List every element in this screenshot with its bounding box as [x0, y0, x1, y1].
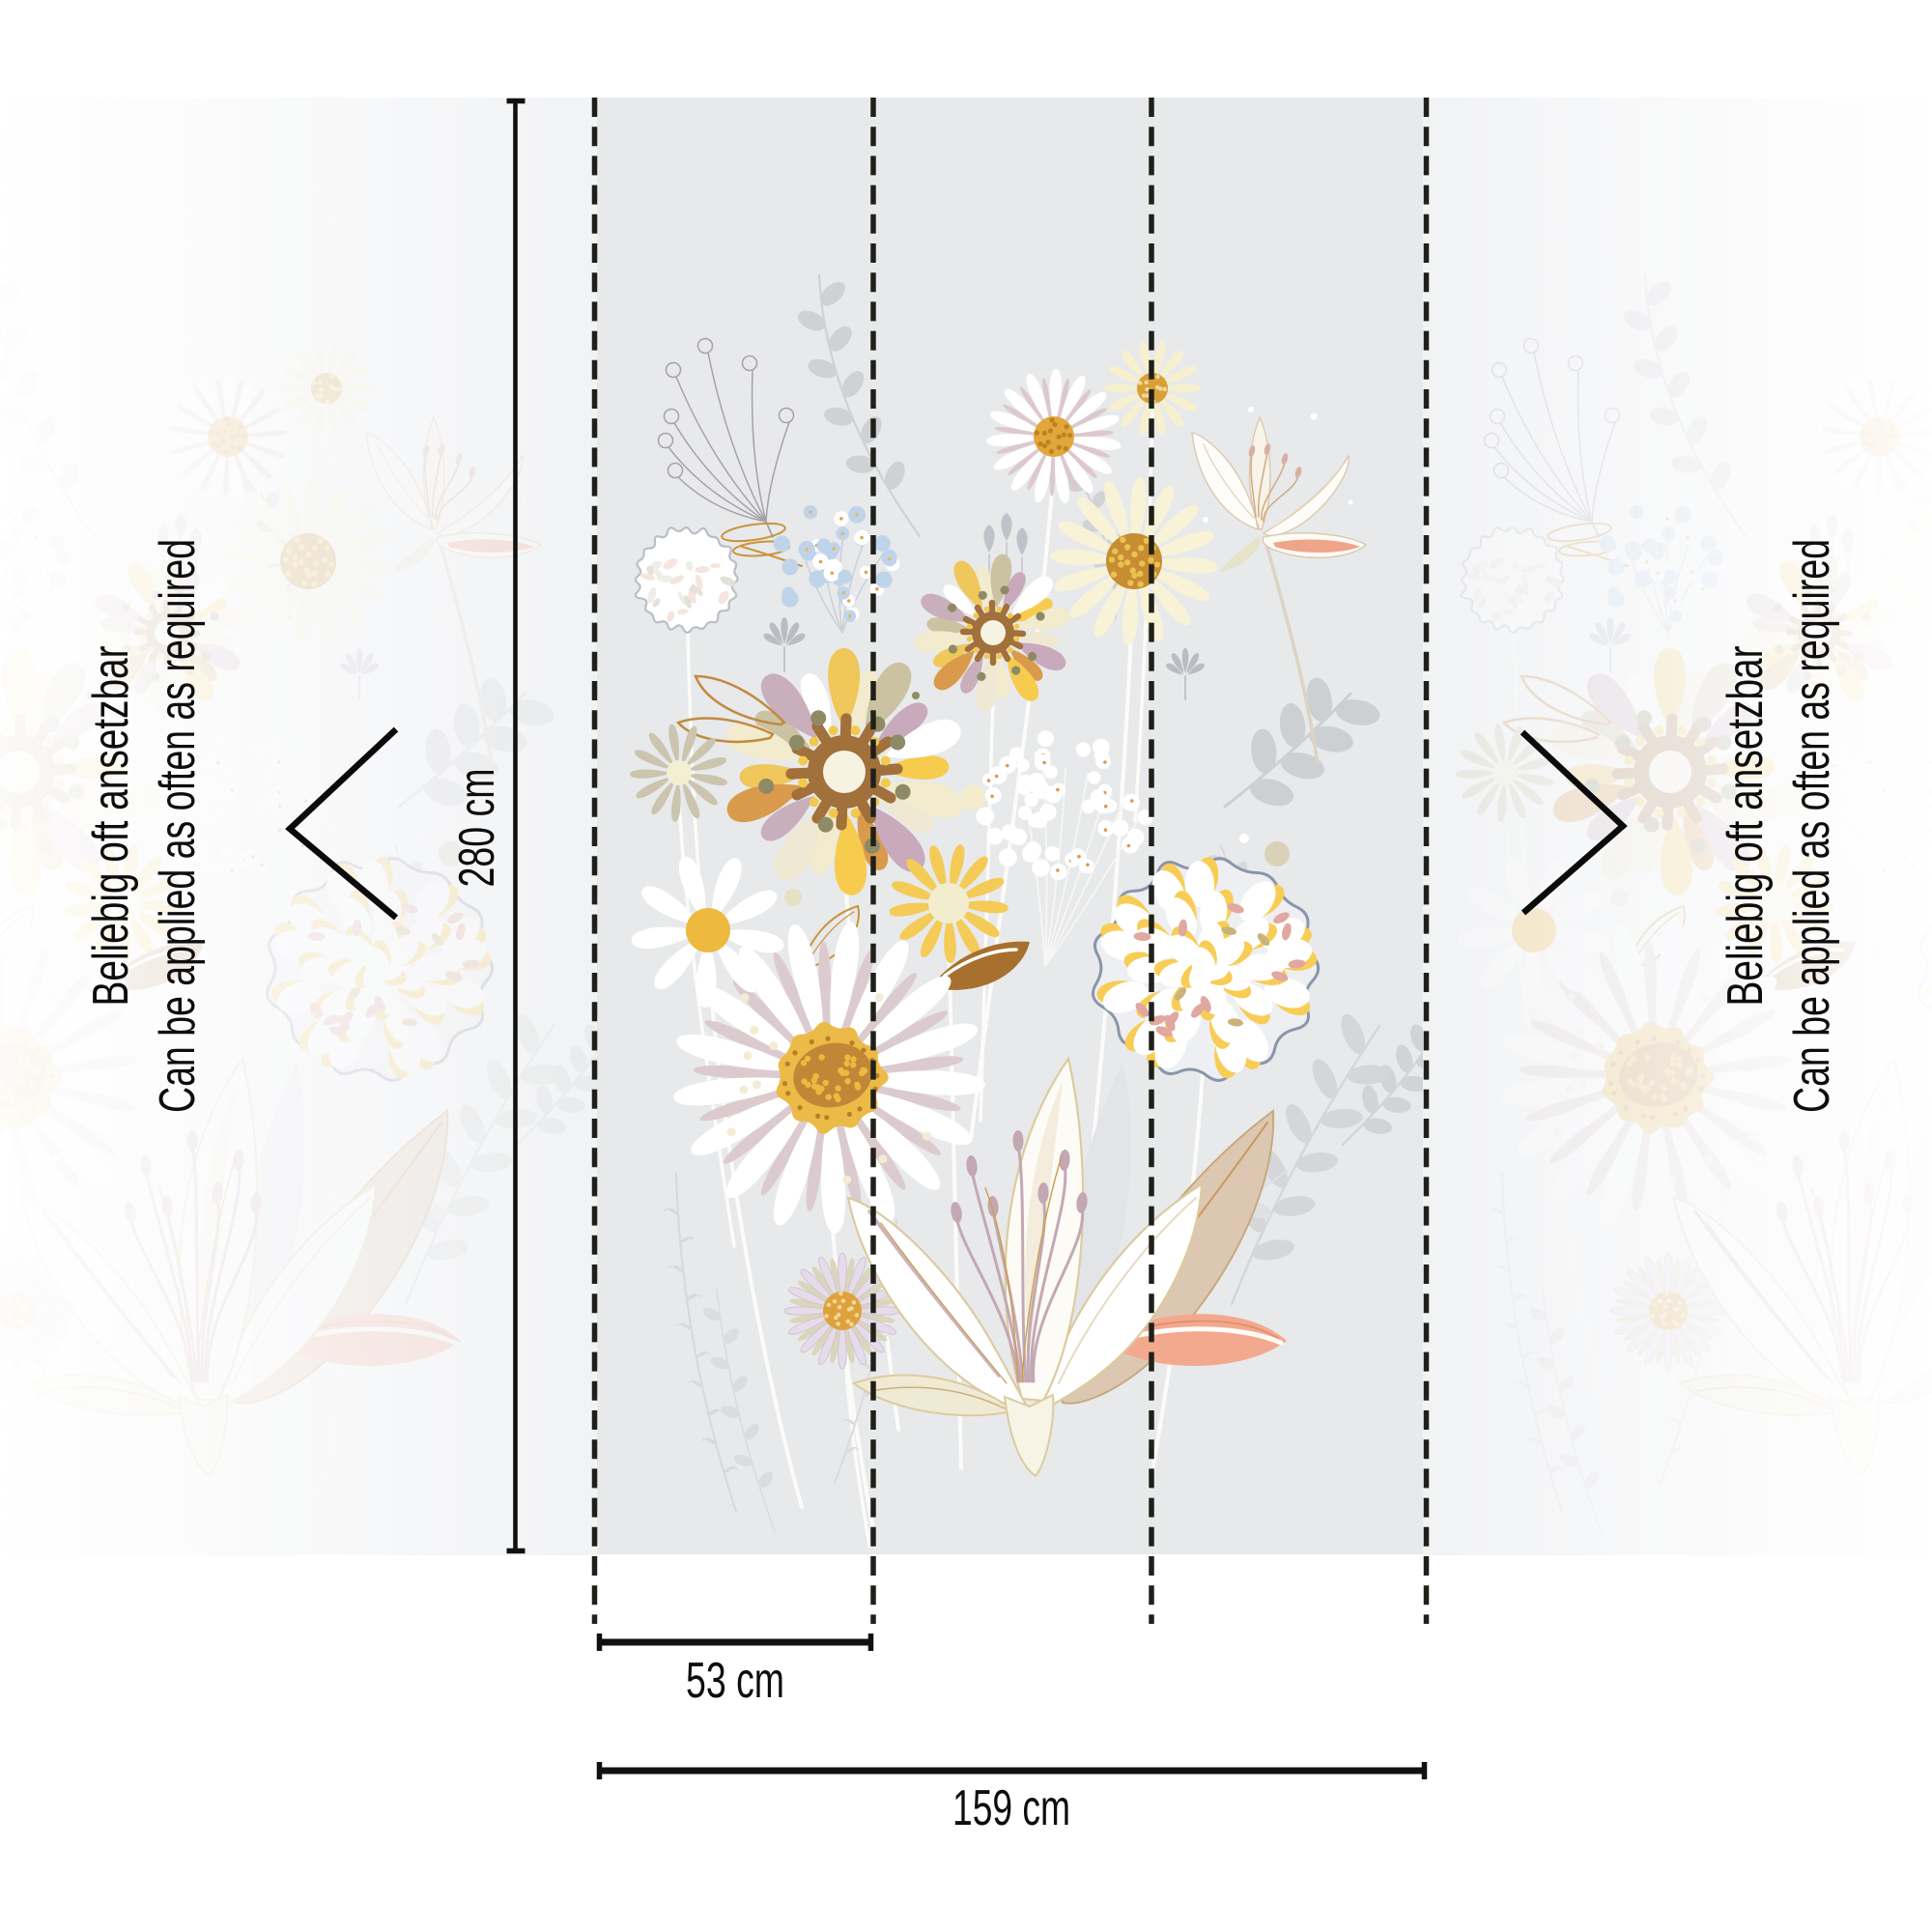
svg-text:159 cm: 159 cm [952, 1780, 1070, 1836]
svg-text:280 cm: 280 cm [449, 769, 505, 888]
svg-text:53 cm: 53 cm [686, 1653, 784, 1709]
svg-text:Beliebig oft ansetzbar: Beliebig oft ansetzbar [83, 646, 139, 1007]
svg-text:Can be applied as often as req: Can be applied as often as required [1784, 539, 1840, 1113]
svg-text:Beliebig oft ansetzbar: Beliebig oft ansetzbar [1718, 646, 1774, 1007]
svg-text:Can be applied as often as req: Can be applied as often as required [150, 539, 206, 1113]
